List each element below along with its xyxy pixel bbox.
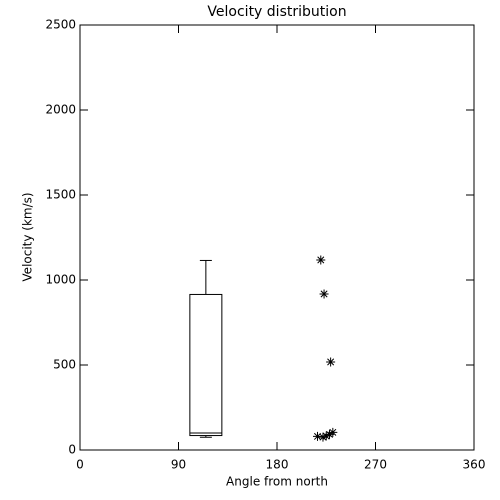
x-tick-label: 0 bbox=[76, 458, 84, 472]
y-tick-label: 1000 bbox=[45, 273, 76, 287]
chart-title: Velocity distribution bbox=[207, 4, 346, 20]
asterisk-point bbox=[325, 429, 335, 439]
x-tick-label: 360 bbox=[463, 458, 486, 472]
box-plot bbox=[189, 259, 223, 438]
y-tick-label: 1500 bbox=[45, 188, 76, 202]
x-tick-label: 90 bbox=[171, 458, 186, 472]
asterisk-point bbox=[328, 427, 338, 437]
asterisk-point bbox=[318, 432, 328, 442]
asterisk-point bbox=[316, 255, 326, 265]
asterisk-point bbox=[321, 431, 331, 441]
plot-frame bbox=[79, 24, 475, 451]
asterisk-point bbox=[312, 431, 322, 441]
y-tick-label: 500 bbox=[53, 358, 76, 372]
y-tick-label: 2000 bbox=[45, 103, 76, 117]
x-tick-label: 270 bbox=[364, 458, 387, 472]
y-axis-label: Velocity (km/s) bbox=[21, 192, 35, 281]
y-tick-label: 0 bbox=[68, 443, 76, 457]
box bbox=[189, 293, 223, 437]
x-tick-label: 180 bbox=[266, 458, 289, 472]
y-tick-label: 2500 bbox=[45, 18, 76, 32]
x-axis-label: Angle from north bbox=[226, 475, 328, 489]
asterisk-point bbox=[319, 289, 329, 299]
asterisk-point bbox=[326, 357, 336, 367]
